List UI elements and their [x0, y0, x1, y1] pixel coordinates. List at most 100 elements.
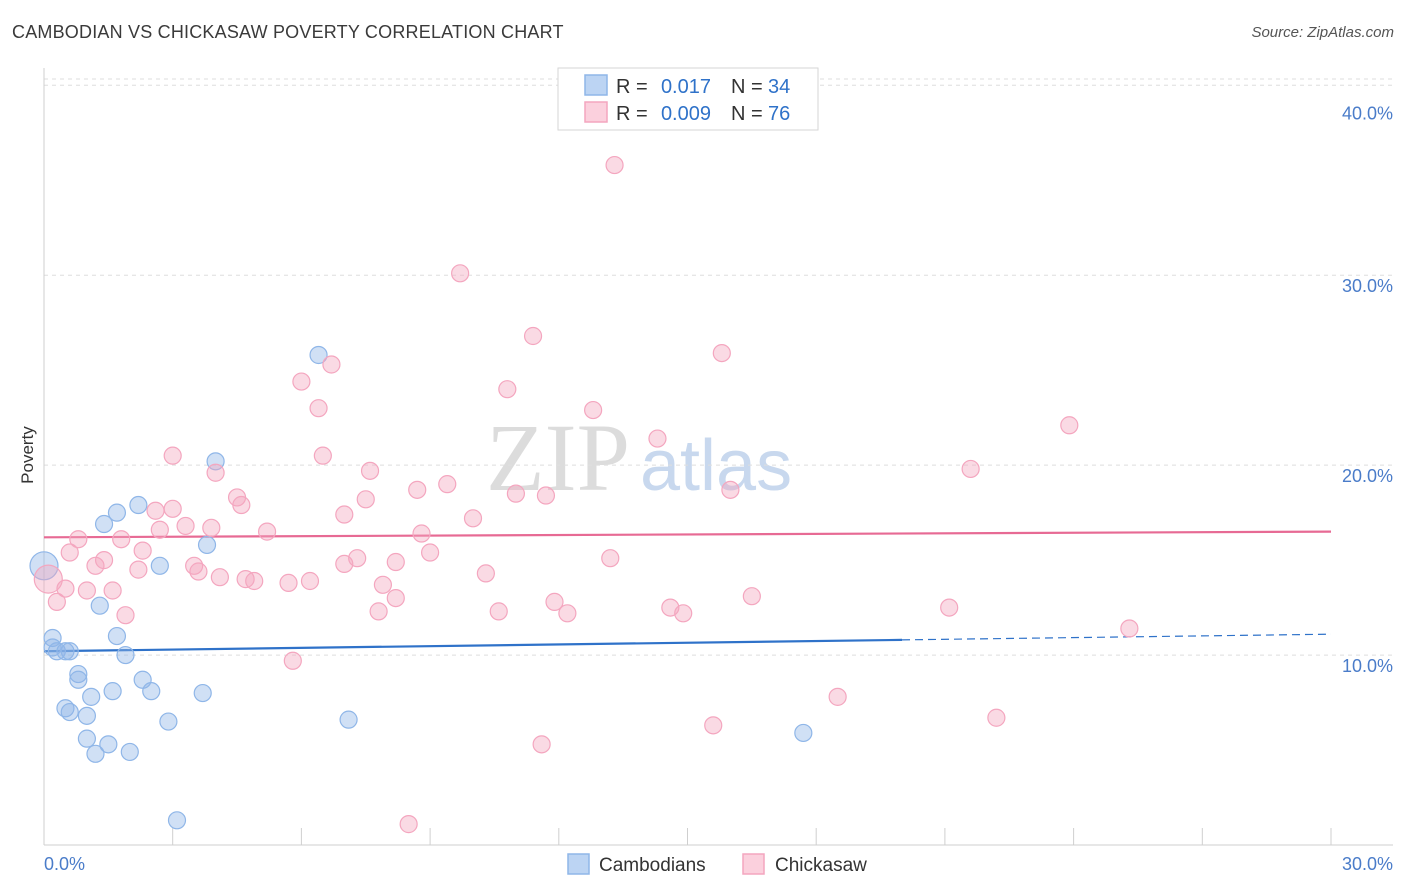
- point-chickasaw: [56, 579, 75, 598]
- point-cambodians: [129, 495, 148, 515]
- points: [29, 155, 1139, 834]
- point-cambodians: [116, 645, 135, 665]
- point-cambodians: [159, 712, 178, 731]
- legend-swatch-cambodians: [584, 74, 608, 96]
- point-chickasaw: [94, 551, 114, 570]
- point-chickasaw: [704, 716, 723, 735]
- legend-n-label: N =: [731, 76, 763, 98]
- point-chickasaw: [292, 372, 311, 391]
- point-chickasaw: [940, 598, 959, 617]
- point-chickasaw: [232, 495, 251, 515]
- point-cambodians: [77, 706, 97, 725]
- point-chickasaw: [498, 380, 517, 399]
- point-cambodians: [99, 735, 118, 754]
- point-cambodians: [77, 729, 97, 748]
- point-chickasaw: [721, 480, 740, 499]
- point-chickasaw: [523, 326, 543, 346]
- point-cambodians: [107, 626, 127, 646]
- point-cambodians: [197, 535, 217, 555]
- point-cambodians: [86, 744, 105, 763]
- point-chickasaw: [605, 155, 624, 175]
- point-cambodians: [794, 723, 813, 743]
- point-chickasaw: [189, 562, 208, 581]
- watermark-zip: ZIP: [486, 404, 630, 511]
- legend-swatch-chickasaw-bottom: [742, 853, 765, 875]
- point-chickasaw: [77, 581, 97, 600]
- point-chickasaw: [674, 604, 693, 623]
- trend-line-extension-cambodians: [901, 633, 1332, 641]
- point-chickasaw: [348, 549, 367, 568]
- source-label: Source: ZipAtlas.com: [1251, 24, 1394, 41]
- point-chickasaw: [129, 560, 148, 579]
- point-chickasaw: [116, 606, 135, 625]
- point-chickasaw: [309, 399, 328, 418]
- x-tick-label-min: 0.0%: [44, 854, 85, 874]
- point-cambodians: [103, 682, 122, 701]
- x-tick-label-max: 30.0%: [1342, 854, 1393, 874]
- point-chickasaw: [506, 484, 526, 503]
- point-chickasaw: [279, 573, 298, 593]
- point-chickasaw: [584, 400, 603, 420]
- y-axis-label: Poverty: [18, 426, 37, 484]
- point-chickasaw: [536, 486, 556, 505]
- point-chickasaw: [828, 687, 847, 706]
- point-cambodians: [60, 702, 79, 722]
- point-cambodians: [120, 742, 139, 762]
- point-chickasaw: [47, 592, 66, 611]
- point-chickasaw: [1120, 619, 1139, 638]
- point-chickasaw: [60, 543, 79, 562]
- legend-label-chickasaw: Chickasaw: [775, 855, 867, 876]
- series-legend: Cambodians Chickasaw: [567, 853, 867, 876]
- point-cambodians: [107, 503, 127, 522]
- point-chickasaw: [163, 499, 182, 518]
- point-chickasaw: [335, 505, 354, 524]
- point-chickasaw: [356, 490, 375, 509]
- trend-line-cambodians: [43, 638, 903, 653]
- point-cambodians: [339, 710, 358, 729]
- point-chickasaw: [245, 571, 264, 591]
- point-cambodians: [60, 642, 79, 661]
- point-chickasaw: [69, 530, 88, 549]
- point-chickasaw: [558, 604, 577, 623]
- series-chickasaw: [33, 155, 1139, 834]
- legend-n-value: 76: [768, 103, 790, 125]
- y-tick-label: 20.0%: [1342, 466, 1393, 486]
- trend-line-chickasaw: [43, 530, 1332, 539]
- legend-label-cambodians: Cambodians: [599, 855, 706, 876]
- point-chickasaw: [163, 446, 182, 465]
- point-chickasaw: [210, 568, 229, 587]
- point-chickasaw: [386, 588, 405, 608]
- series-cambodians: [29, 345, 813, 830]
- legend-n-label: N =: [731, 103, 763, 125]
- point-cambodians: [56, 642, 75, 661]
- y-tick-label: 40.0%: [1342, 103, 1393, 123]
- point-chickasaw: [451, 264, 470, 283]
- legend-n-value: 34: [768, 76, 790, 98]
- point-chickasaw: [1060, 416, 1079, 435]
- point-chickasaw: [386, 552, 405, 572]
- point-chickasaw: [545, 592, 564, 611]
- point-chickasaw: [283, 651, 302, 670]
- point-cambodians: [69, 664, 88, 684]
- point-chickasaw: [532, 735, 551, 754]
- point-cambodians: [309, 345, 328, 365]
- point-chickasaw: [408, 480, 427, 499]
- point-cambodians: [193, 683, 212, 703]
- point-chickasaw: [712, 343, 731, 363]
- y-tick-label: 30.0%: [1342, 276, 1393, 296]
- point-cambodians: [90, 596, 109, 615]
- point-cambodians: [142, 682, 161, 701]
- legend-r-value: 0.009: [661, 103, 711, 125]
- legend-r-value: 0.017: [661, 76, 711, 98]
- point-chickasaw: [206, 463, 225, 482]
- chart-title: CAMBODIAN VS CHICKASAW POVERTY CORRELATI…: [12, 22, 564, 42]
- point-cambodians: [150, 556, 169, 575]
- point-chickasaw: [421, 543, 440, 562]
- point-chickasaw: [489, 602, 508, 621]
- point-cambodians: [69, 670, 88, 689]
- point-chickasaw: [313, 446, 332, 465]
- point-chickasaw: [463, 509, 483, 528]
- point-cambodians: [167, 811, 187, 830]
- point-chickasaw: [33, 564, 63, 594]
